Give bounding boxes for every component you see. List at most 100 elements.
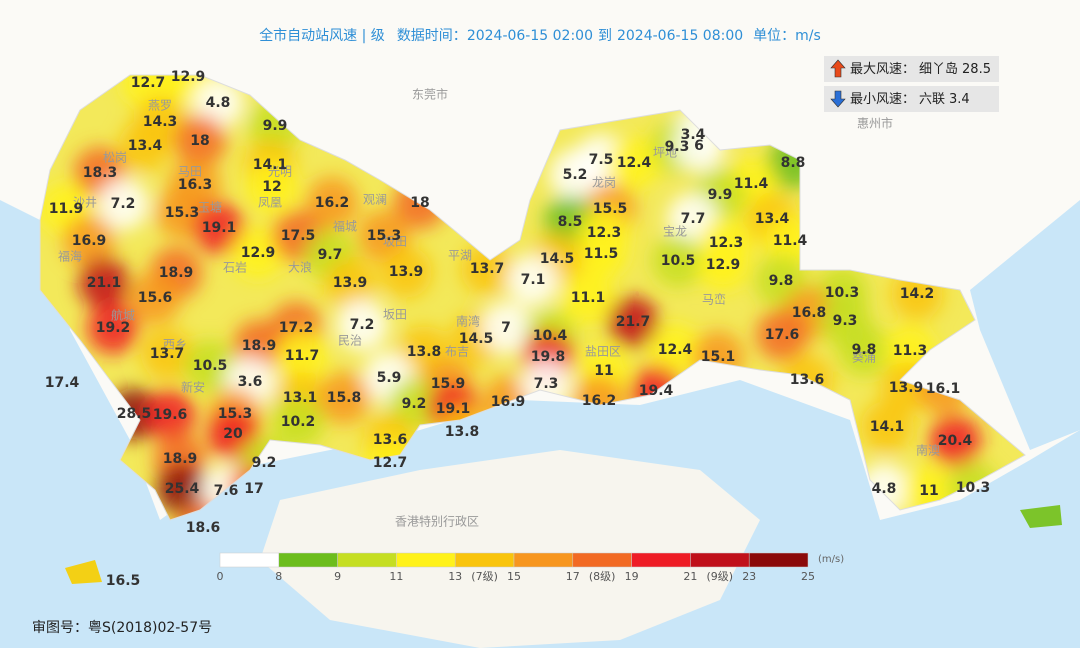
extremes: 最大风速： 细丫岛 28.5 最小风速： 六联 3.4	[824, 56, 999, 112]
station-value: 21.1	[87, 275, 122, 291]
place-name: 大浪	[288, 260, 312, 275]
station-value: 12.7	[373, 455, 408, 471]
station-value: 7.2	[350, 317, 375, 333]
heat-blob	[562, 272, 614, 324]
station-value: 10.3	[825, 285, 860, 301]
heat-blob	[174, 115, 226, 167]
station-value: 25.4	[165, 481, 200, 497]
place-name: 民治	[338, 334, 362, 348]
station-value: 21.7	[616, 314, 651, 330]
station-value: 5.2	[563, 167, 588, 183]
heat-blob	[141, 328, 193, 380]
station-value: 11.4	[734, 176, 769, 192]
station-value: 15.3	[165, 205, 200, 221]
heat-blob	[649, 324, 701, 376]
station-value: 17.6	[765, 327, 800, 343]
station-value: 10.4	[533, 328, 568, 344]
station-value: 9.7	[318, 247, 343, 263]
station-value: 13.6	[373, 432, 408, 448]
station-value: 28.5	[117, 406, 152, 422]
station-value: 9.8	[852, 342, 877, 358]
heat-blob	[306, 177, 358, 229]
place-name: 布吉	[445, 345, 469, 359]
station-value: 16.3	[178, 177, 213, 193]
station-value: 16.1	[926, 381, 961, 397]
legend-tick: 21	[683, 570, 697, 583]
station-value: 7.7	[681, 211, 706, 227]
legend-tick: 17	[566, 570, 580, 583]
place-name: 凤凰	[258, 196, 282, 210]
station-value: 13.4	[755, 211, 790, 227]
station-value: 13.8	[407, 344, 442, 360]
heat-blob	[129, 272, 181, 324]
place-name: 玉塘	[198, 200, 222, 215]
extreme-value: 3.4	[949, 92, 970, 107]
place-name: 沙井	[73, 196, 97, 210]
station-value: 15.1	[701, 349, 736, 365]
station-value: 10.5	[193, 358, 228, 374]
station-value: 16.8	[792, 305, 827, 321]
station-value: 12.7	[131, 75, 166, 91]
coast-east	[970, 200, 1080, 450]
title-text: 全市自动站风速 | 级	[259, 27, 385, 44]
heat-blob	[272, 396, 324, 448]
station-value: 19.6	[153, 407, 188, 423]
heat-blob	[507, 254, 559, 306]
station-value: 13.9	[389, 264, 424, 280]
station-value: 3.6	[238, 374, 263, 390]
place-name: 坪地	[653, 146, 677, 160]
station-value: 13.6	[790, 372, 825, 388]
island	[65, 560, 102, 584]
heat-blob	[97, 178, 149, 230]
place-name: 福城	[333, 219, 357, 234]
time-label: 数据时间：	[397, 28, 467, 44]
legend-swatch	[454, 552, 515, 568]
place-name: 松岗	[103, 151, 127, 165]
station-value: 11.4	[773, 233, 808, 249]
station-value: 4.8	[206, 95, 231, 111]
station-value: 6	[694, 138, 704, 154]
station-value: 11.5	[584, 246, 619, 262]
station-value: 10.3	[956, 480, 991, 496]
station-value: 19.2	[96, 320, 131, 336]
station-value: 18.9	[163, 451, 198, 467]
heat-blob	[276, 330, 328, 382]
footer: 审图号：粤S(2018)02-57号	[32, 620, 212, 636]
place-name: 航城	[111, 308, 135, 323]
station-value: 12.9	[706, 257, 741, 273]
station-value: 10.2	[281, 414, 316, 430]
place-name: 观澜	[363, 193, 387, 207]
place-name: 南澳	[916, 443, 940, 458]
station-value: 12.4	[617, 155, 652, 171]
heat-blob	[756, 309, 808, 361]
station-value: 12.9	[171, 69, 206, 85]
unit-label: 单位：	[753, 28, 795, 44]
start: 2024-06-15 02:00	[467, 28, 593, 44]
station-value: 14.2	[900, 286, 935, 302]
station-value: 12.3	[587, 225, 622, 241]
station-value: 11.1	[571, 290, 606, 306]
station-value: 18	[190, 133, 209, 149]
place-name: 平湖	[448, 248, 472, 263]
legend-swatch	[748, 552, 809, 568]
legend-tick: 9	[334, 570, 341, 583]
heat-blob	[144, 389, 196, 441]
extreme-station: 六联	[919, 92, 945, 107]
station-value: 9.9	[263, 118, 288, 134]
heat-blob	[380, 246, 432, 298]
station-value: 15.6	[138, 290, 173, 306]
legend-level: (8级)	[589, 570, 616, 583]
station-value: 9.3	[833, 313, 858, 329]
station-value: 13.9	[333, 275, 368, 291]
place-name: 惠州市	[857, 116, 893, 131]
station-value: 12	[262, 179, 281, 195]
station-value: 15.8	[327, 390, 362, 406]
legend-swatch	[337, 552, 397, 568]
place-name: 马田	[178, 165, 202, 179]
station-value: 15.5	[593, 201, 628, 217]
station-value: 9.2	[252, 455, 277, 471]
extreme-station: 细丫岛	[919, 61, 958, 77]
heat-blob	[575, 228, 627, 280]
station-value: 19.4	[639, 383, 674, 399]
extreme-text: 最大风速： 细丫岛 28.5	[850, 61, 991, 77]
